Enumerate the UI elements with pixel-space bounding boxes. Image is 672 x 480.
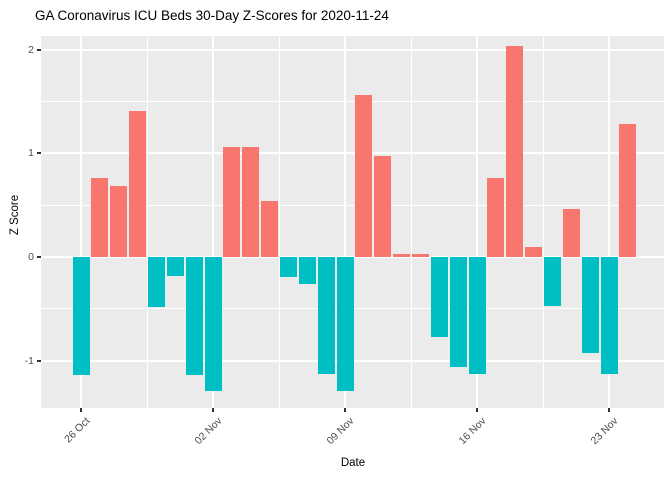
chart-title: GA Coronavirus ICU Beds 30-Day Z-Scores …	[35, 8, 389, 23]
y-axis-title: Z Score	[9, 194, 21, 236]
gridline-major-h	[41, 48, 664, 51]
x-tick-mark	[80, 408, 82, 412]
y-tick-label: -1	[24, 354, 34, 367]
bar-2020-11-20	[543, 257, 561, 306]
bar-2020-11-02	[204, 257, 222, 391]
y-tick-label: 2	[28, 43, 34, 56]
gridline-minor-v	[146, 36, 148, 408]
y-tick-mark	[37, 359, 41, 362]
x-tick-mark	[212, 408, 214, 412]
bar-2020-10-30	[147, 257, 165, 307]
y-tick-mark	[37, 48, 41, 51]
bar-2020-11-06	[279, 257, 297, 277]
bar-2020-11-21	[562, 209, 580, 257]
gridline-minor-h	[41, 204, 664, 206]
bar-2020-11-11	[374, 156, 392, 257]
x-tick-mark	[344, 408, 346, 412]
gridline-minor-h	[41, 100, 664, 102]
bar-2020-11-09	[336, 257, 354, 391]
gridline-major-v	[80, 36, 82, 408]
gridline-minor-v	[278, 36, 280, 408]
gridline-major-v	[212, 36, 214, 408]
x-tick-mark	[476, 408, 478, 412]
bar-2020-11-16	[468, 257, 486, 375]
gridline-major-h	[41, 152, 664, 155]
bar-2020-10-28	[110, 186, 128, 257]
bar-2020-11-10	[355, 95, 373, 257]
bar-2020-11-23	[600, 257, 618, 375]
bar-2020-10-27	[91, 178, 109, 257]
bar-2020-10-31	[166, 257, 184, 276]
x-tick-mark	[608, 408, 610, 412]
gridline-minor-v	[542, 36, 544, 408]
y-tick-label: 0	[28, 251, 34, 263]
gridline-minor-v	[410, 36, 412, 408]
bar-2020-11-22	[581, 257, 599, 354]
gridline-major-v	[476, 36, 478, 408]
bar-2020-10-26	[72, 257, 90, 376]
bar-2020-11-03	[223, 147, 241, 257]
bar-2020-11-19	[525, 246, 543, 257]
bar-2020-11-07	[298, 257, 316, 284]
bar-2020-11-15	[449, 257, 467, 367]
gridline-major-v	[608, 36, 610, 408]
x-axis-title: Date	[340, 457, 366, 469]
bar-2020-11-13	[411, 253, 429, 257]
bar-2020-11-05	[261, 201, 279, 257]
y-tick-mark	[37, 152, 41, 155]
bar-2020-11-04	[242, 147, 260, 257]
bar-2020-11-24	[619, 124, 637, 257]
bar-2020-11-18	[506, 46, 524, 257]
y-tick-mark	[37, 256, 41, 258]
bar-2020-11-17	[487, 178, 505, 257]
bar-2020-11-14	[430, 257, 448, 337]
bar-2020-11-12	[393, 253, 411, 257]
y-tick-label: 1	[28, 147, 34, 160]
bar-2020-11-01	[185, 257, 203, 376]
gridline-major-v	[344, 36, 346, 408]
bar-2020-11-08	[317, 257, 335, 375]
bar-2020-10-29	[129, 110, 147, 257]
